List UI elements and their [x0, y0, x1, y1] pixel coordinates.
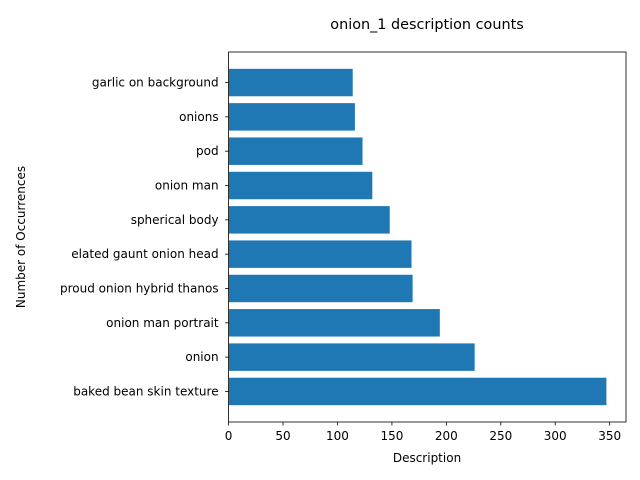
- y-tick-label-3: proud onion hybrid thanos: [60, 281, 219, 295]
- x-tick-label-3: 150: [380, 429, 403, 443]
- bar-2: [228, 309, 440, 337]
- x-axis-label: Description: [393, 451, 461, 465]
- bar-3: [228, 274, 413, 303]
- bar-5: [228, 206, 390, 234]
- y-tick-label-0: baked bean skin texture: [73, 384, 218, 398]
- y-tick-label-7: pod: [196, 144, 219, 158]
- y-tick-label-2: onion man portrait: [106, 316, 219, 330]
- bar-4: [228, 240, 412, 268]
- y-tick-labels: baked bean skin texture onion onion man po…: [60, 76, 229, 398]
- x-tick-label-7: 350: [598, 429, 621, 443]
- x-tick-label-0: 0: [225, 429, 233, 443]
- plot-frame: [228, 51, 627, 423]
- bar-1: [228, 343, 475, 371]
- x-tick-label-2: 100: [326, 429, 349, 443]
- y-tick-label-8: onions: [179, 110, 218, 124]
- y-tick-label-1: onion: [185, 350, 218, 364]
- x-tick-labels: 0 50 100 150 200 250 300 350: [225, 422, 621, 443]
- y-tick-label-4: elated gaunt onion head: [71, 247, 218, 261]
- y-tick-label-5: spherical body: [131, 213, 219, 227]
- x-tick-label-5: 250: [489, 429, 512, 443]
- x-tick-label-6: 300: [544, 429, 567, 443]
- bar-8: [228, 103, 355, 131]
- bar-6: [228, 171, 373, 200]
- y-tick-label-9: garlic on background: [92, 76, 219, 90]
- y-axis-label: Number of Occurrences: [14, 166, 28, 308]
- bar-9: [228, 68, 353, 97]
- bar-7: [228, 137, 363, 165]
- x-tick-label-1: 50: [275, 429, 290, 443]
- x-tick-label-4: 200: [435, 429, 458, 443]
- chart-title: onion_1 description counts: [330, 17, 523, 33]
- y-tick-label-6: onion man: [155, 179, 219, 193]
- bar-0: [228, 377, 607, 406]
- bars-group: [228, 68, 607, 406]
